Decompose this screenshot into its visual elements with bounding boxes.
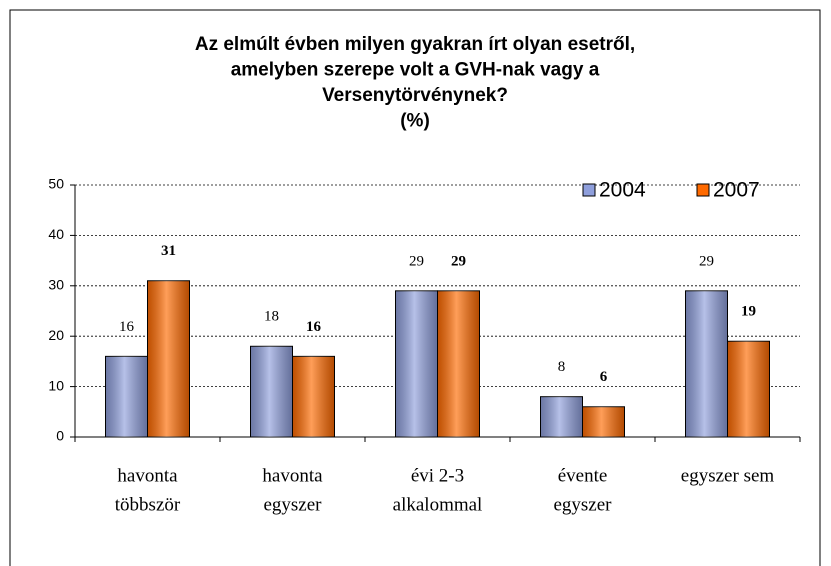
chart-frame (9, 9, 821, 566)
chart-title: Versenytörvénynek? (322, 85, 508, 106)
data-label: 29 (699, 253, 714, 269)
x-tick-label: egyszer (263, 494, 322, 515)
bar-shading (540, 396, 583, 437)
bar-shading (395, 290, 438, 437)
data-label: 18 (264, 309, 279, 325)
x-tick-label: évente (558, 465, 608, 486)
data-label: 29 (451, 253, 466, 269)
x-tick-label: évi 2-3 (411, 465, 464, 486)
x-tick-label: többször (115, 494, 181, 515)
bar-shading (685, 290, 728, 437)
data-label: 31 (161, 243, 176, 259)
y-tick-label: 30 (48, 277, 64, 293)
bar-shading (582, 406, 625, 437)
x-tick-label: egyszer (553, 494, 612, 515)
data-label: 8 (558, 359, 566, 375)
data-label: 16 (306, 319, 322, 335)
y-tick-label: 20 (48, 327, 64, 343)
bar-shading (147, 280, 190, 437)
legend-swatch (696, 183, 710, 197)
data-label: 19 (741, 304, 756, 320)
y-tick-label: 0 (56, 428, 64, 444)
chart-title: (%) (400, 111, 430, 132)
bar-shading (105, 356, 148, 437)
bar-shading (292, 356, 335, 437)
chart-title: Az elmúlt évben milyen gyakran írt olyan… (195, 34, 635, 55)
x-tick-label: egyszer sem (681, 465, 775, 486)
y-tick-label: 50 (48, 176, 64, 192)
chart-title: amelyben szerepe volt a GVH-nak vagy a (231, 60, 600, 81)
legend-swatch (582, 183, 596, 197)
x-tick-label: alkalommal (393, 494, 483, 515)
legend-label: 2007 (713, 179, 760, 202)
bar-shading (437, 290, 480, 437)
x-tick-label: havonta (117, 465, 178, 486)
bar-shading (727, 341, 770, 437)
x-tick-label: havonta (262, 465, 323, 486)
y-tick-label: 40 (48, 226, 64, 242)
y-tick-label: 10 (48, 377, 64, 393)
data-label: 29 (409, 253, 424, 269)
bar-shading (250, 346, 293, 437)
legend-label: 2004 (599, 179, 646, 202)
data-label: 6 (600, 369, 608, 385)
data-label: 16 (119, 319, 135, 335)
